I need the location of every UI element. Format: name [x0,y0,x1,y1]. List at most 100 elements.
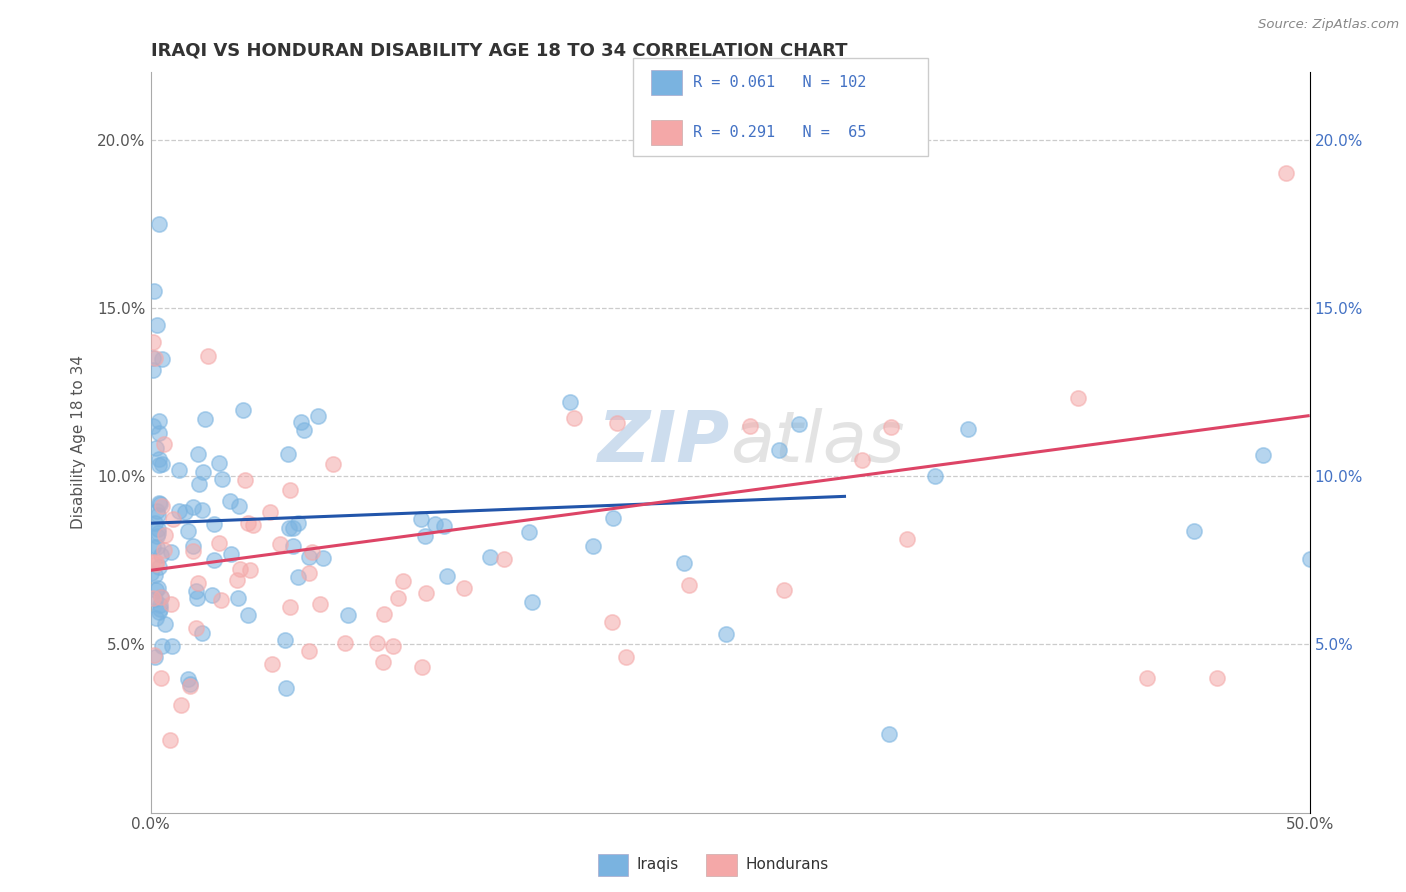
Point [292,423,315,437]
Point [190,503,212,517]
Point [366,636,388,650]
Point [209,592,232,607]
Text: R = 0.291   N =  65: R = 0.291 N = 65 [693,125,866,139]
Point [142,351,165,366]
Point [425,517,447,532]
Point [143,648,166,663]
Point [149,599,172,613]
Point [143,567,166,582]
Point [411,660,433,674]
Point [148,496,170,510]
Point [148,426,170,441]
Point [233,473,256,487]
Point [155,616,177,631]
Point [269,537,291,551]
Point [142,363,165,377]
Point [262,657,284,672]
Point [492,551,515,566]
Point [238,516,260,530]
Point [145,442,167,456]
Point [155,528,177,542]
Point [373,607,395,621]
Point [238,608,260,623]
Point [273,632,295,647]
Text: Source: ZipAtlas.com: Source: ZipAtlas.com [1258,18,1399,31]
Point [202,516,225,531]
Point [298,643,321,657]
Point [415,586,437,600]
Point [148,605,170,619]
Point [177,524,200,539]
Point [202,553,225,567]
Point [145,582,167,597]
Text: Iraqis: Iraqis [637,857,679,871]
Point [673,556,696,570]
Point [146,526,169,541]
Point [242,518,264,533]
Point [146,318,169,332]
Point [153,542,176,557]
Point [187,575,209,590]
Point [146,503,169,517]
Point [1206,671,1229,685]
Point [150,457,173,471]
Point [142,591,165,605]
Point [1067,391,1090,405]
Point [150,671,173,685]
Point [149,548,172,562]
Point [278,599,301,614]
Point [148,458,170,472]
Point [1251,448,1274,462]
Point [298,550,321,565]
Point [191,466,214,480]
Point [560,395,582,409]
Point [148,217,170,231]
Point [614,650,637,665]
Point [149,602,172,616]
Point [520,595,543,609]
Point [312,551,335,566]
Point [602,511,624,525]
Point [170,698,193,712]
Point [167,462,190,476]
Point [218,493,240,508]
Point [392,574,415,589]
Point [1275,166,1298,180]
Point [145,611,167,625]
Point [146,508,169,522]
Point [287,516,309,530]
Text: IRAQI VS HONDURAN DISABILITY AGE 18 TO 34 CORRELATION CHART: IRAQI VS HONDURAN DISABILITY AGE 18 TO 3… [150,42,846,60]
Point [142,284,165,298]
Point [208,535,231,549]
Point [714,626,737,640]
Point [678,578,700,592]
Point [159,598,181,612]
Point [141,566,163,580]
Point [188,477,211,491]
Point [162,639,184,653]
Point [606,417,628,431]
Point [181,540,204,554]
Point [191,625,214,640]
Point [145,591,167,606]
Point [186,584,208,599]
Point [239,563,262,577]
Point [1182,524,1205,538]
Point [413,528,436,542]
Text: ZIP: ZIP [598,408,730,477]
Point [772,583,794,598]
Point [337,607,360,622]
Point [880,420,903,434]
Point [150,590,173,604]
Point [150,351,173,366]
Point [517,524,540,539]
Point [1136,671,1159,685]
Point [145,529,167,543]
Text: R = 0.061   N = 102: R = 0.061 N = 102 [693,75,866,89]
Point [787,417,810,431]
Point [562,411,585,425]
Point [453,581,475,595]
Point [600,615,623,629]
Point [145,540,167,554]
Point [159,733,181,747]
